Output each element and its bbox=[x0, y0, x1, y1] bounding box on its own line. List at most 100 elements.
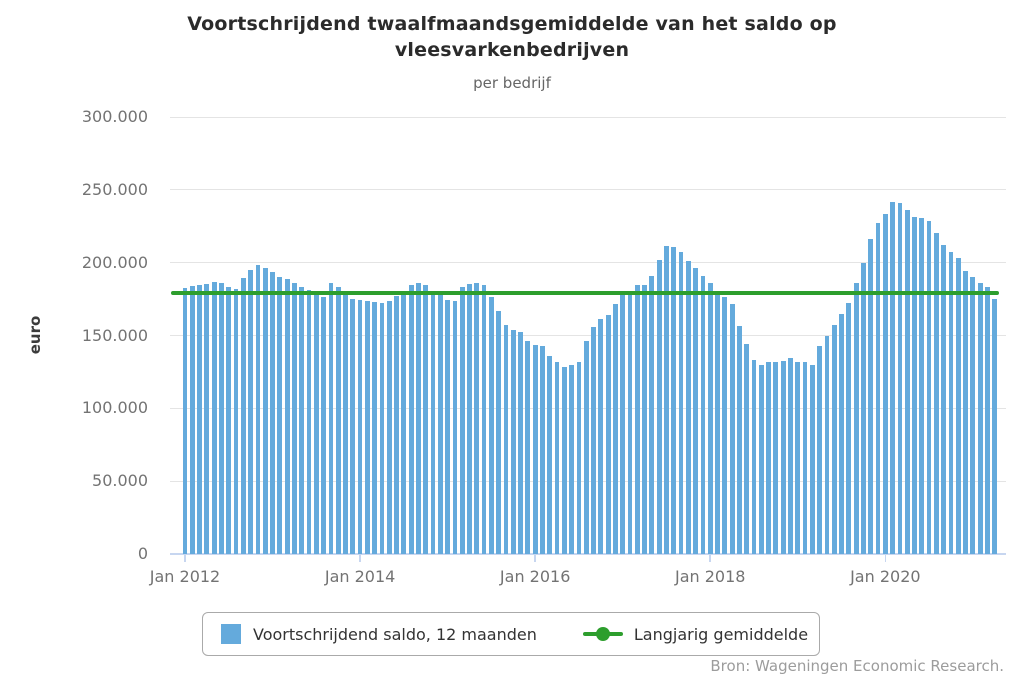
bar[interactable] bbox=[912, 216, 917, 554]
bar[interactable] bbox=[802, 361, 808, 554]
bar[interactable] bbox=[496, 311, 502, 554]
bar[interactable] bbox=[700, 275, 706, 554]
bar[interactable] bbox=[751, 360, 757, 554]
legend-item-langjarig-gemiddelde[interactable]: Langjarig gemiddelde bbox=[633, 624, 809, 644]
bar[interactable] bbox=[992, 299, 998, 554]
bar[interactable] bbox=[620, 295, 626, 554]
bar[interactable] bbox=[401, 293, 407, 554]
bar[interactable] bbox=[284, 279, 290, 554]
bar[interactable] bbox=[540, 346, 545, 554]
bar[interactable] bbox=[591, 326, 596, 554]
bar[interactable] bbox=[737, 326, 742, 554]
bar[interactable] bbox=[722, 296, 728, 554]
bar[interactable] bbox=[386, 301, 392, 554]
bar[interactable] bbox=[948, 251, 954, 554]
bar[interactable] bbox=[240, 277, 246, 554]
bar[interactable] bbox=[671, 247, 677, 554]
bar[interactable] bbox=[299, 286, 305, 554]
bar[interactable] bbox=[773, 361, 779, 554]
bar[interactable] bbox=[416, 283, 421, 554]
bar[interactable] bbox=[481, 285, 487, 554]
bar[interactable] bbox=[189, 285, 195, 554]
bar[interactable] bbox=[357, 299, 363, 554]
bar[interactable] bbox=[846, 302, 852, 554]
bar[interactable] bbox=[882, 213, 888, 554]
bar[interactable] bbox=[335, 287, 341, 554]
bar[interactable] bbox=[459, 287, 465, 554]
bar[interactable] bbox=[197, 285, 202, 554]
bar[interactable] bbox=[649, 275, 655, 554]
bar[interactable] bbox=[904, 210, 910, 554]
bar[interactable] bbox=[437, 294, 443, 554]
bar[interactable] bbox=[795, 361, 801, 554]
bar[interactable] bbox=[890, 202, 895, 554]
bar[interactable] bbox=[226, 286, 232, 554]
bar[interactable] bbox=[788, 358, 793, 554]
bar[interactable] bbox=[766, 362, 771, 554]
bar[interactable] bbox=[831, 325, 837, 554]
bar[interactable] bbox=[868, 238, 874, 554]
bar[interactable] bbox=[204, 283, 210, 554]
bar[interactable] bbox=[262, 267, 268, 554]
bar[interactable] bbox=[919, 217, 925, 554]
bar[interactable] bbox=[445, 299, 451, 554]
bar[interactable] bbox=[423, 284, 429, 554]
bar[interactable] bbox=[270, 272, 275, 554]
bar[interactable] bbox=[503, 325, 509, 554]
bar[interactable] bbox=[518, 331, 523, 554]
bar[interactable] bbox=[977, 283, 983, 554]
bar[interactable] bbox=[933, 232, 939, 554]
bar[interactable] bbox=[613, 304, 618, 554]
bar[interactable] bbox=[598, 319, 604, 554]
bar[interactable] bbox=[853, 283, 859, 554]
bar[interactable] bbox=[488, 296, 494, 554]
bar[interactable] bbox=[561, 366, 567, 554]
bar[interactable] bbox=[467, 283, 472, 554]
bar[interactable] bbox=[350, 299, 356, 554]
bar[interactable] bbox=[306, 290, 312, 554]
bar[interactable] bbox=[182, 288, 188, 554]
bar[interactable] bbox=[510, 330, 516, 554]
legend-item-saldo[interactable]: Voortschrijdend saldo, 12 maanden bbox=[253, 624, 537, 644]
bar[interactable] bbox=[656, 259, 662, 554]
bar[interactable] bbox=[255, 264, 261, 554]
bar[interactable] bbox=[394, 296, 399, 554]
bar[interactable] bbox=[364, 300, 370, 554]
bar[interactable] bbox=[809, 364, 815, 554]
bar[interactable] bbox=[875, 222, 881, 554]
bar[interactable] bbox=[547, 355, 553, 554]
bar[interactable] bbox=[605, 315, 611, 554]
bar[interactable] bbox=[233, 288, 239, 554]
bar[interactable] bbox=[569, 364, 575, 554]
bar[interactable] bbox=[824, 336, 830, 554]
bar[interactable] bbox=[941, 245, 947, 554]
bar[interactable] bbox=[685, 261, 691, 554]
bar[interactable] bbox=[780, 360, 786, 554]
bar[interactable] bbox=[408, 284, 414, 554]
bar[interactable] bbox=[664, 245, 669, 554]
bar[interactable] bbox=[707, 283, 713, 554]
bar[interactable] bbox=[963, 270, 968, 554]
bar[interactable] bbox=[452, 301, 458, 554]
bar[interactable] bbox=[430, 293, 436, 554]
bar[interactable] bbox=[554, 361, 560, 554]
bar[interactable] bbox=[817, 346, 823, 554]
bar[interactable] bbox=[313, 293, 319, 554]
bar[interactable] bbox=[474, 283, 480, 554]
bar[interactable] bbox=[379, 302, 385, 554]
bar[interactable] bbox=[525, 340, 531, 554]
bar[interactable] bbox=[211, 282, 217, 554]
bar[interactable] bbox=[642, 285, 647, 554]
bar[interactable] bbox=[634, 285, 640, 554]
bar[interactable] bbox=[627, 291, 633, 554]
bar[interactable] bbox=[277, 276, 283, 554]
bar[interactable] bbox=[985, 287, 990, 554]
bar[interactable] bbox=[321, 296, 326, 554]
bar[interactable] bbox=[219, 283, 224, 554]
bar[interactable] bbox=[248, 269, 254, 554]
bar[interactable] bbox=[955, 258, 961, 554]
bar[interactable] bbox=[715, 294, 720, 554]
bar[interactable] bbox=[328, 283, 334, 554]
bar[interactable] bbox=[744, 343, 750, 554]
bar[interactable] bbox=[839, 313, 844, 554]
